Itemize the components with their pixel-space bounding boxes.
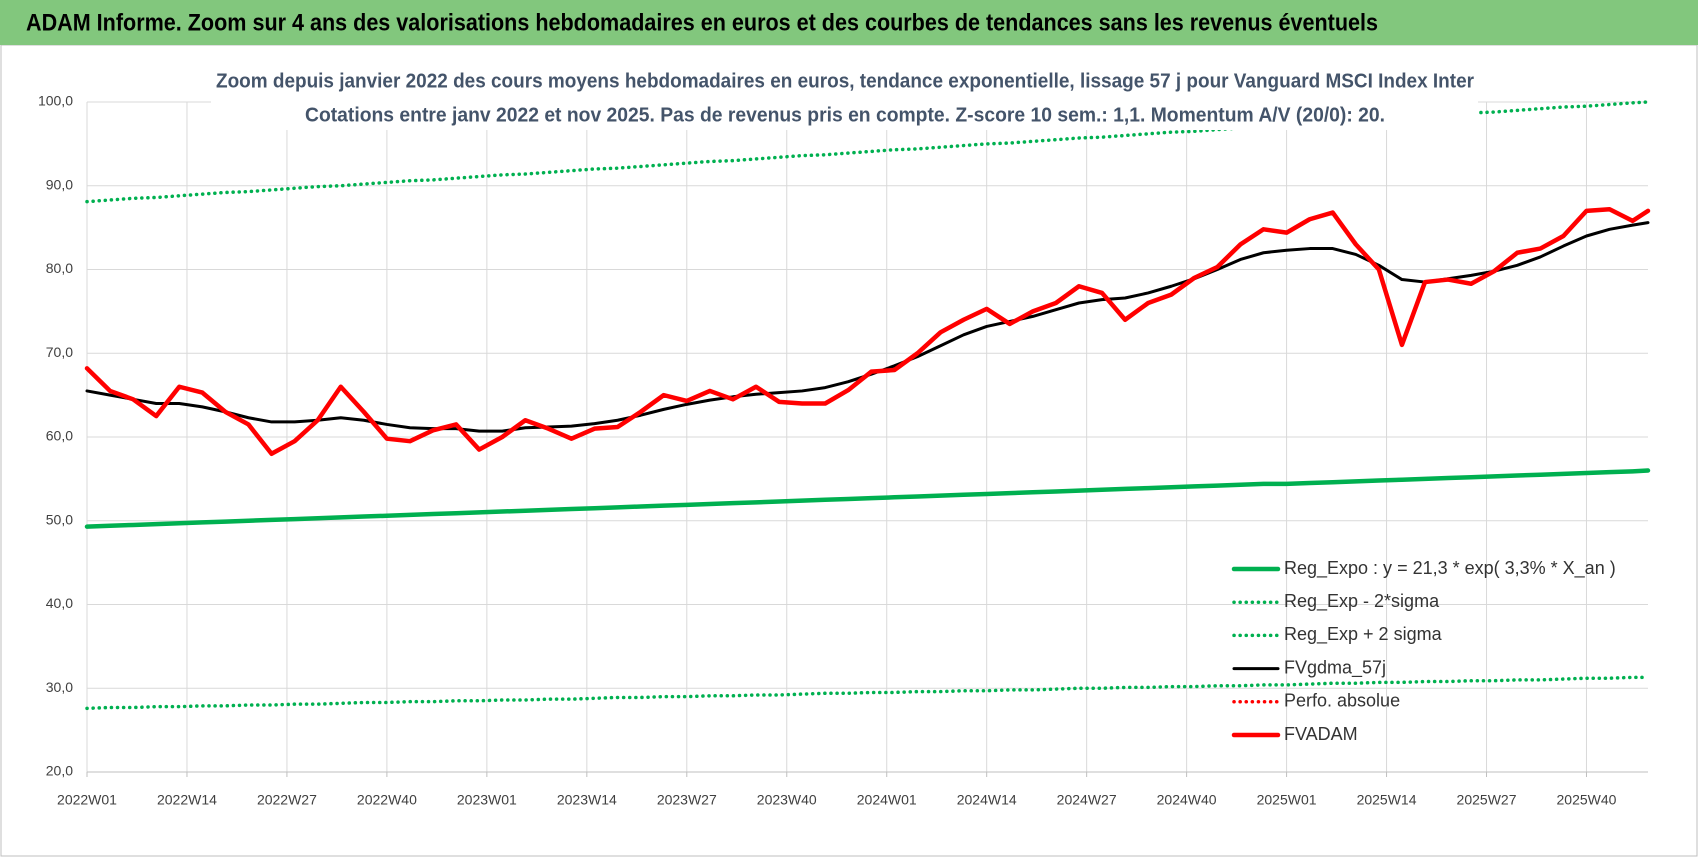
x-tick-label: 2022W14 — [157, 792, 217, 808]
x-tick-label: 2025W27 — [1457, 792, 1517, 808]
x-tick-label: 2022W40 — [357, 792, 417, 808]
x-tick-label: 2025W40 — [1557, 792, 1617, 808]
x-tick-label: 2022W27 — [257, 792, 317, 808]
x-tick-label: 2024W01 — [857, 792, 917, 808]
y-tick-label: 90,0 — [46, 176, 73, 192]
legend: Reg_Expo : y = 21,3 * exp( 3,3% * X_an )… — [1231, 558, 1616, 744]
y-tick-label: 40,0 — [46, 595, 73, 611]
y-tick-label: 50,0 — [46, 511, 73, 527]
legend-label: Reg_Expo : y = 21,3 * exp( 3,3% * X_an ) — [1284, 558, 1616, 579]
legend-label: FVgdma_57j — [1284, 657, 1386, 678]
x-tick-label: 2024W14 — [957, 792, 1017, 808]
y-tick-label: 60,0 — [46, 428, 73, 444]
header-bar — [0, 0, 1698, 45]
legend-label: FVADAM — [1284, 724, 1358, 744]
series-line — [84, 468, 1651, 529]
legend-label: Reg_Exp - 2*sigma — [1284, 591, 1440, 612]
x-tick-label: 2023W40 — [757, 792, 817, 808]
series-line — [84, 206, 1651, 456]
legend-label: Reg_Exp + 2 sigma — [1284, 624, 1443, 645]
y-tick-label: 20,0 — [46, 763, 73, 779]
legend-label: Perfo. absolue — [1284, 691, 1400, 711]
y-tick-label: 100,0 — [38, 93, 73, 109]
plot-area: 20,0 30,0 40,0 50,0 60,0 70,0 80,0 90,0 100,0 202… — [38, 93, 1651, 808]
chart-title: Zoom depuis janvier 2022 des cours moyen… — [216, 70, 1474, 92]
x-tick-label: 2023W14 — [557, 792, 617, 808]
x-tick-label: 2025W01 — [1257, 792, 1317, 808]
series-line — [85, 675, 1650, 711]
x-tick-label: 2024W27 — [1057, 792, 1117, 808]
y-tick-label: 80,0 — [46, 260, 73, 276]
header-title: ADAM Informe. Zoom sur 4 ans des valoris… — [26, 9, 1378, 36]
y-tick-label: 30,0 — [46, 679, 73, 695]
chart-subtitle: Cotations entre janv 2022 et nov 2025. P… — [305, 104, 1385, 126]
x-tick-label: 2023W01 — [457, 792, 517, 808]
x-tick-label: 2022W01 — [57, 792, 117, 808]
x-tick-label: 2025W14 — [1357, 792, 1417, 808]
title-box — [211, 66, 1478, 130]
x-tick-label: 2024W40 — [1157, 792, 1217, 808]
x-tick-label: 2023W27 — [657, 792, 717, 808]
y-tick-label: 70,0 — [46, 344, 73, 360]
